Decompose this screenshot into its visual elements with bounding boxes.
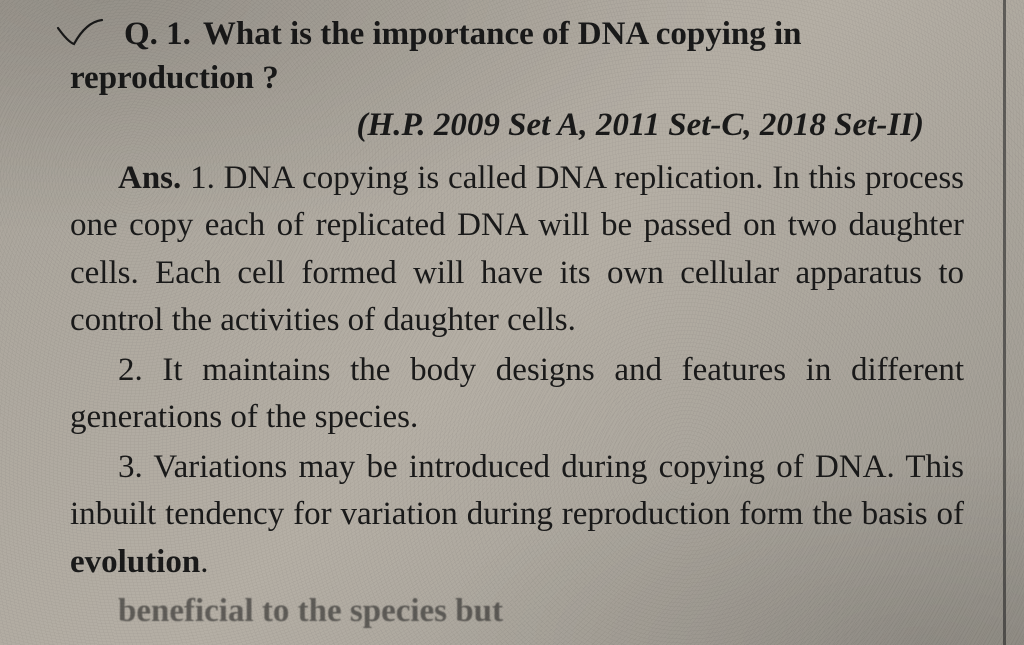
answer-item-3-number: 3.: [118, 449, 143, 485]
question-line-1: Q. 1. What is the importance of DNA copyi…: [70, 12, 802, 56]
question-line-2: reproduction ?: [70, 56, 964, 100]
question-line-wrapper: Q. 1. What is the importance of DNA copyi…: [70, 12, 964, 56]
answer-item-3: 3. Variations may be introduced during c…: [70, 444, 964, 587]
answer-item-3-bold: evolution: [70, 544, 200, 580]
question-text-1: What is the importance of DNA copying in: [203, 16, 802, 52]
answer-item-2: 2. It maintains the body designs and fea…: [70, 347, 964, 442]
answer-item-1-number: 1.: [190, 160, 215, 196]
answer-item-3-text-a: Variations may be introduced during copy…: [70, 449, 964, 533]
question-prefix: Q. 1.: [124, 12, 191, 56]
right-border: [1003, 0, 1006, 645]
question-block: Q. 1. What is the importance of DNA copyi…: [70, 12, 964, 149]
answer-item-1: Ans. 1. DNA copying is called DNA replic…: [70, 155, 964, 345]
answer-item-2-number: 2.: [118, 352, 143, 388]
answer-item-2-text: It maintains the body designs and featur…: [70, 352, 964, 436]
checkmark-icon: [52, 14, 108, 50]
page: Q. 1. What is the importance of DNA copyi…: [0, 0, 1024, 645]
cutoff-line: beneficial to the species but: [70, 588, 964, 636]
citation: (H.P. 2009 Set A, 2011 Set-C, 2018 Set-I…: [70, 102, 964, 148]
answer-prefix: Ans.: [118, 160, 181, 196]
answer-item-3-text-b: .: [200, 544, 208, 580]
answer-block: Ans. 1. DNA copying is called DNA replic…: [70, 155, 964, 587]
